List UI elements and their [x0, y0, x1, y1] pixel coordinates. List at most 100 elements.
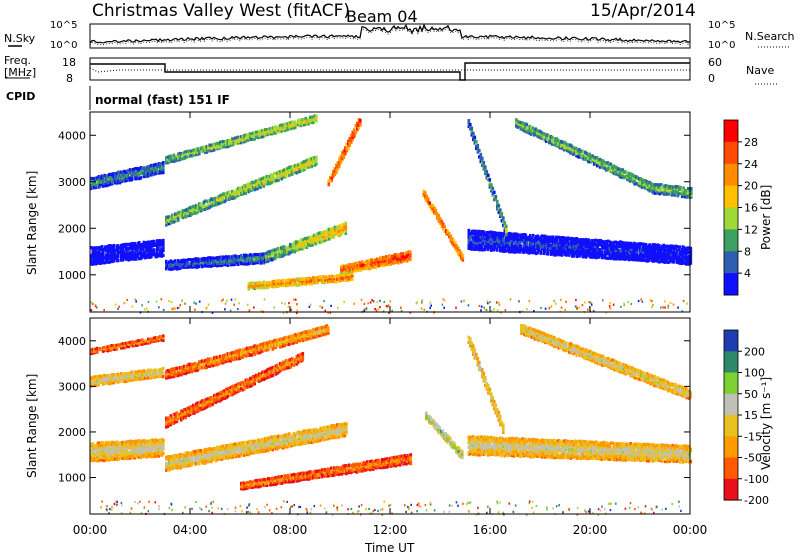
range-cell — [120, 243, 123, 248]
range-cell — [527, 129, 530, 133]
range-cell — [259, 133, 263, 137]
range-cell — [506, 245, 510, 249]
range-cell — [646, 259, 649, 263]
range-cell — [91, 442, 95, 446]
range-cell — [93, 262, 96, 266]
range-cell — [136, 455, 140, 459]
range-cell — [476, 238, 480, 243]
range-cell — [279, 174, 282, 179]
noise-cell — [592, 310, 595, 313]
range-cell — [554, 143, 557, 147]
range-cell — [123, 171, 126, 175]
range-cell — [91, 252, 95, 257]
range-cell — [485, 234, 489, 239]
range-cell — [344, 266, 348, 270]
range-cell — [611, 246, 615, 250]
range-cell — [115, 372, 119, 376]
range-cell — [667, 186, 671, 190]
range-cell — [129, 251, 132, 255]
range-cell — [207, 148, 210, 152]
range-cell — [295, 283, 299, 287]
range-cell — [551, 138, 554, 142]
scatter-band — [422, 189, 465, 262]
range-cell — [121, 258, 125, 262]
range-cell — [268, 282, 272, 287]
range-cell — [124, 170, 128, 174]
range-cell — [241, 136, 245, 140]
range-cell — [482, 161, 486, 165]
noise-right-tick-bottom: 10^0 — [708, 40, 735, 51]
range-cell — [115, 253, 119, 257]
noise-cell — [234, 298, 237, 301]
range-cell — [295, 166, 299, 170]
range-cell — [150, 449, 153, 453]
range-cell — [574, 245, 577, 250]
range-cell — [268, 177, 272, 181]
range-cell — [214, 260, 218, 264]
range-cell — [169, 264, 173, 268]
range-cell — [499, 247, 502, 251]
range-cell — [175, 159, 179, 163]
range-cell — [148, 368, 152, 372]
range-cell — [105, 456, 108, 460]
range-cell — [274, 248, 277, 252]
range-cell — [478, 237, 481, 241]
noise-cell — [371, 299, 373, 302]
range-cell — [148, 240, 152, 244]
range-cell — [496, 204, 499, 209]
range-cell — [315, 276, 318, 280]
range-cell — [102, 449, 105, 453]
range-cell — [100, 176, 104, 180]
range-cell — [91, 255, 95, 260]
range-cell — [607, 239, 610, 243]
range-cell — [626, 171, 629, 176]
range-cell — [348, 143, 352, 147]
range-cell — [385, 255, 388, 259]
range-cell — [661, 259, 664, 263]
range-cell — [144, 256, 147, 260]
nave-trace — [89, 67, 690, 73]
range-cell — [511, 243, 514, 247]
range-cell — [160, 370, 164, 375]
noise-cell — [379, 299, 381, 302]
range-cell — [243, 253, 246, 257]
range-cell — [342, 276, 345, 280]
range-cell — [307, 238, 310, 242]
range-cell — [484, 232, 487, 236]
noise-cell — [588, 301, 590, 304]
range-cell — [225, 198, 228, 202]
range-cell — [569, 248, 573, 252]
range-cell — [127, 371, 131, 375]
range-cell — [479, 152, 483, 157]
range-cell — [662, 258, 666, 262]
range-cell — [210, 146, 213, 150]
range-cell — [198, 152, 201, 156]
range-cell — [265, 253, 268, 257]
noise-cell — [195, 302, 197, 305]
range-cell — [368, 266, 372, 271]
range-cell — [654, 191, 657, 195]
range-cell — [619, 253, 622, 257]
range-cell — [252, 281, 255, 285]
range-cell — [199, 261, 203, 265]
range-cell — [108, 254, 111, 258]
range-cell — [304, 236, 307, 241]
range-cell — [689, 252, 693, 257]
range-cell — [533, 131, 536, 135]
range-cell — [496, 231, 499, 235]
range-cell — [341, 266, 345, 270]
range-cell — [361, 263, 364, 267]
range-cell — [351, 130, 355, 134]
range-cell — [473, 232, 477, 236]
range-cell — [304, 116, 308, 120]
range-cell — [100, 247, 104, 252]
range-cell — [530, 246, 534, 251]
range-cell — [186, 207, 189, 212]
range-cell — [300, 277, 303, 281]
range-cell — [341, 229, 345, 234]
range-cell — [259, 252, 263, 256]
range-cell — [467, 228, 471, 233]
range-cell — [596, 246, 600, 250]
range-cell — [120, 374, 123, 378]
range-cell — [482, 165, 486, 170]
